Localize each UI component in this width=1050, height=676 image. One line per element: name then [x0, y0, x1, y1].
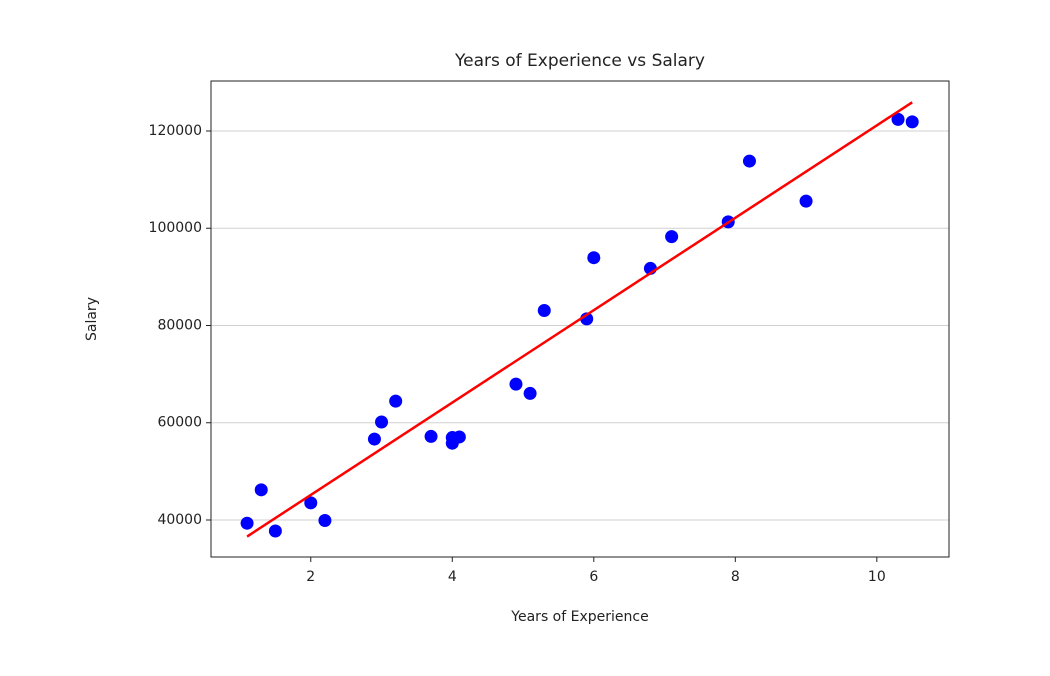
x-tick-label: 10: [868, 569, 886, 585]
y-axis-label: Salary: [84, 297, 100, 341]
point: [254, 483, 268, 497]
chart-title: Years of Experience vs Salary: [454, 51, 705, 71]
point: [240, 516, 254, 530]
point: [891, 112, 905, 126]
x-tick-label: 2: [306, 569, 315, 585]
point: [318, 514, 332, 528]
y-tick-label: 80000: [157, 317, 202, 333]
point: [799, 194, 813, 208]
point: [304, 496, 318, 510]
plot-frame: [210, 80, 950, 558]
y-tick-label: 100000: [149, 220, 202, 236]
point: [268, 524, 282, 538]
point: [665, 230, 679, 244]
y-tick-label: 40000: [157, 512, 202, 528]
point: [367, 432, 381, 446]
point: [905, 115, 919, 129]
x-tick-label: 8: [731, 569, 740, 585]
point: [375, 415, 389, 429]
point: [523, 386, 537, 400]
point: [587, 251, 601, 265]
y-tick-label: 120000: [149, 123, 202, 139]
x-tick-label: 6: [589, 569, 598, 585]
x-axis-label: Years of Experience: [510, 609, 648, 625]
y-tick-label: 60000: [157, 415, 202, 431]
fit-line: [246, 101, 913, 538]
point: [742, 154, 756, 168]
point: [389, 394, 403, 408]
x-tick-label: 4: [448, 569, 457, 585]
point: [424, 429, 438, 443]
point: [509, 377, 523, 391]
point: [452, 430, 466, 444]
point: [537, 303, 551, 317]
